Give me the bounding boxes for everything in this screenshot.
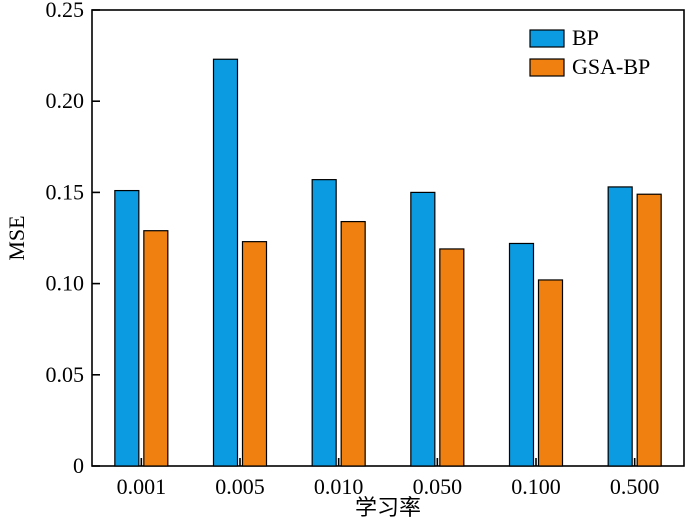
bar-bp-0.100 — [508, 242, 535, 467]
bar-gsa-bp-0.005 — [241, 241, 268, 467]
legend-swatch-gsa-bp — [529, 58, 565, 77]
y-tick-label: 0.10 — [46, 271, 85, 296]
bar-gsa-bp-0.050 — [439, 248, 465, 467]
y-tick-label: 0.25 — [46, 0, 85, 22]
legend-swatch-bp — [529, 29, 565, 48]
y-tick-label: 0.20 — [46, 88, 85, 113]
legend-label: BP — [572, 25, 599, 50]
x-tick-label: 0.010 — [314, 474, 364, 499]
x-tick-label: 0.100 — [511, 474, 561, 499]
x-tick-label: 0.500 — [610, 474, 660, 499]
bar-bp-0.500 — [607, 186, 633, 467]
bar-gsa-bp-0.500 — [636, 193, 662, 467]
legend-label: GSA-BP — [572, 54, 650, 79]
plot-frame — [91, 9, 685, 467]
y-tick-label: 0.15 — [46, 179, 85, 204]
x-tick-label: 0.005 — [215, 474, 265, 499]
y-axis-label: MSE — [4, 215, 29, 260]
legend: BP GSA-BP — [529, 25, 650, 79]
bar-gsa-bp-0.001 — [143, 230, 169, 467]
x-tick-label: 0.050 — [413, 474, 463, 499]
bar-gsa-bp-0.100 — [537, 279, 564, 467]
bar-bp-0.005 — [212, 58, 239, 467]
y-axis: 0 0.05 0.10 0.15 0.20 0.25 — [46, 0, 100, 478]
bar-bp-0.001 — [114, 189, 140, 467]
x-tick-label: 0.001 — [117, 474, 167, 499]
y-tick-label: 0 — [73, 453, 84, 478]
bar-gsa-bp-0.010 — [340, 220, 366, 467]
bar-bp-0.010 — [311, 179, 337, 467]
x-axis: 0.001 0.005 0.010 0.050 0.100 0.500 — [117, 458, 660, 499]
bar-bp-0.050 — [410, 191, 436, 467]
bars-group — [114, 58, 662, 467]
y-tick-label: 0.05 — [46, 362, 85, 387]
x-axis-label: 学习率 — [355, 495, 421, 520]
